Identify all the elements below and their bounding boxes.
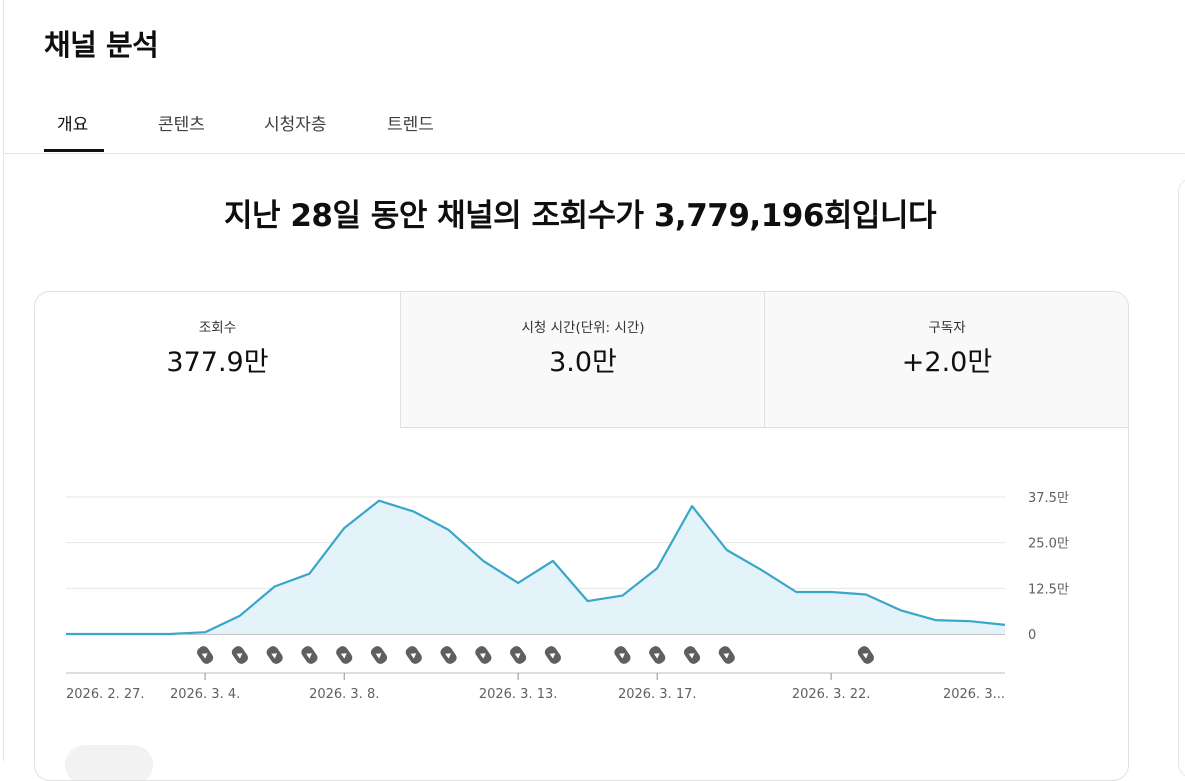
x-tick-label: 2026. 3. 17.	[618, 687, 697, 702]
metric-label: 시청 시간(단위: 시간)	[521, 320, 645, 336]
metric-value: 377.9만	[166, 347, 269, 378]
shorts-icon[interactable]	[682, 644, 702, 666]
x-tick-label: 2026. 3. 22.	[792, 687, 871, 702]
metrics-card: 조회수 377.9만 시청 시간(단위: 시간) 3.0만 구독자 +2.0만 …	[34, 291, 1129, 781]
shorts-icon[interactable]	[647, 644, 667, 666]
tab-content[interactable]: 콘텐츠	[158, 115, 205, 135]
x-tick-label: 2026. 3. 8.	[309, 687, 379, 702]
metric-value: +2.0만	[901, 347, 993, 378]
metric-label: 조회수	[198, 320, 237, 336]
tab-trends[interactable]: 트렌드	[387, 115, 434, 135]
shorts-icon[interactable]	[612, 644, 632, 666]
views-line	[66, 499, 1006, 636]
shorts-icon[interactable]	[265, 644, 285, 666]
page-title: 채널 분석	[44, 28, 159, 62]
tab-audience[interactable]: 시청자층	[264, 115, 327, 135]
tabs-divider	[4, 153, 1185, 154]
x-tick-label: 2026. 3. 13.	[479, 687, 558, 702]
side-panel-card	[1178, 178, 1185, 778]
x-tick-label: 2026. 2. 27.	[66, 687, 145, 702]
views-chart: 0 12.5만 25.0만 37.5만 2026. 2. 27. 2026. 3. 4. 2…	[66, 491, 1069, 702]
active-tab-indicator	[44, 149, 104, 152]
left-divider	[3, 0, 4, 761]
views-area	[66, 500, 1005, 634]
tab-overview[interactable]: 개요	[57, 115, 89, 135]
metric-label: 구독자	[928, 320, 966, 336]
shorts-icon[interactable]	[334, 644, 354, 666]
shorts-icon[interactable]	[717, 644, 737, 666]
shorts-icon[interactable]	[299, 644, 319, 666]
metric-watch-time[interactable]: 시청 시간(단위: 시간) 3.0만	[400, 292, 765, 428]
shorts-icon[interactable]	[404, 644, 424, 666]
x-tick-label: 2026. 3. 4.	[170, 687, 240, 702]
metric-views[interactable]: 조회수 377.9만	[35, 292, 400, 428]
x-tick-label: 2026. 3...	[943, 687, 1005, 702]
metric-value: 3.0만	[549, 347, 617, 378]
metric-subscribers[interactable]: 구독자 +2.0만	[764, 292, 1128, 428]
y-tick-label: 37.5만	[1028, 491, 1069, 506]
shorts-icon[interactable]	[543, 644, 563, 666]
y-tick-label: 12.5만	[1028, 582, 1069, 597]
y-tick-label: 25.0만	[1028, 537, 1069, 552]
shorts-icon[interactable]	[195, 644, 215, 666]
see-more-button[interactable]	[65, 745, 153, 780]
shorts-icon[interactable]	[438, 644, 458, 666]
y-tick-label: 0	[1028, 628, 1036, 643]
shorts-icon[interactable]	[369, 644, 389, 666]
summary-headline: 지난 28일 동안 채널의 조회수가 3,779,196회입니다	[224, 198, 936, 234]
shorts-icon[interactable]	[856, 644, 876, 666]
shorts-icon[interactable]	[473, 644, 493, 666]
shorts-icon[interactable]	[508, 644, 528, 666]
shorts-icon[interactable]	[230, 644, 250, 666]
